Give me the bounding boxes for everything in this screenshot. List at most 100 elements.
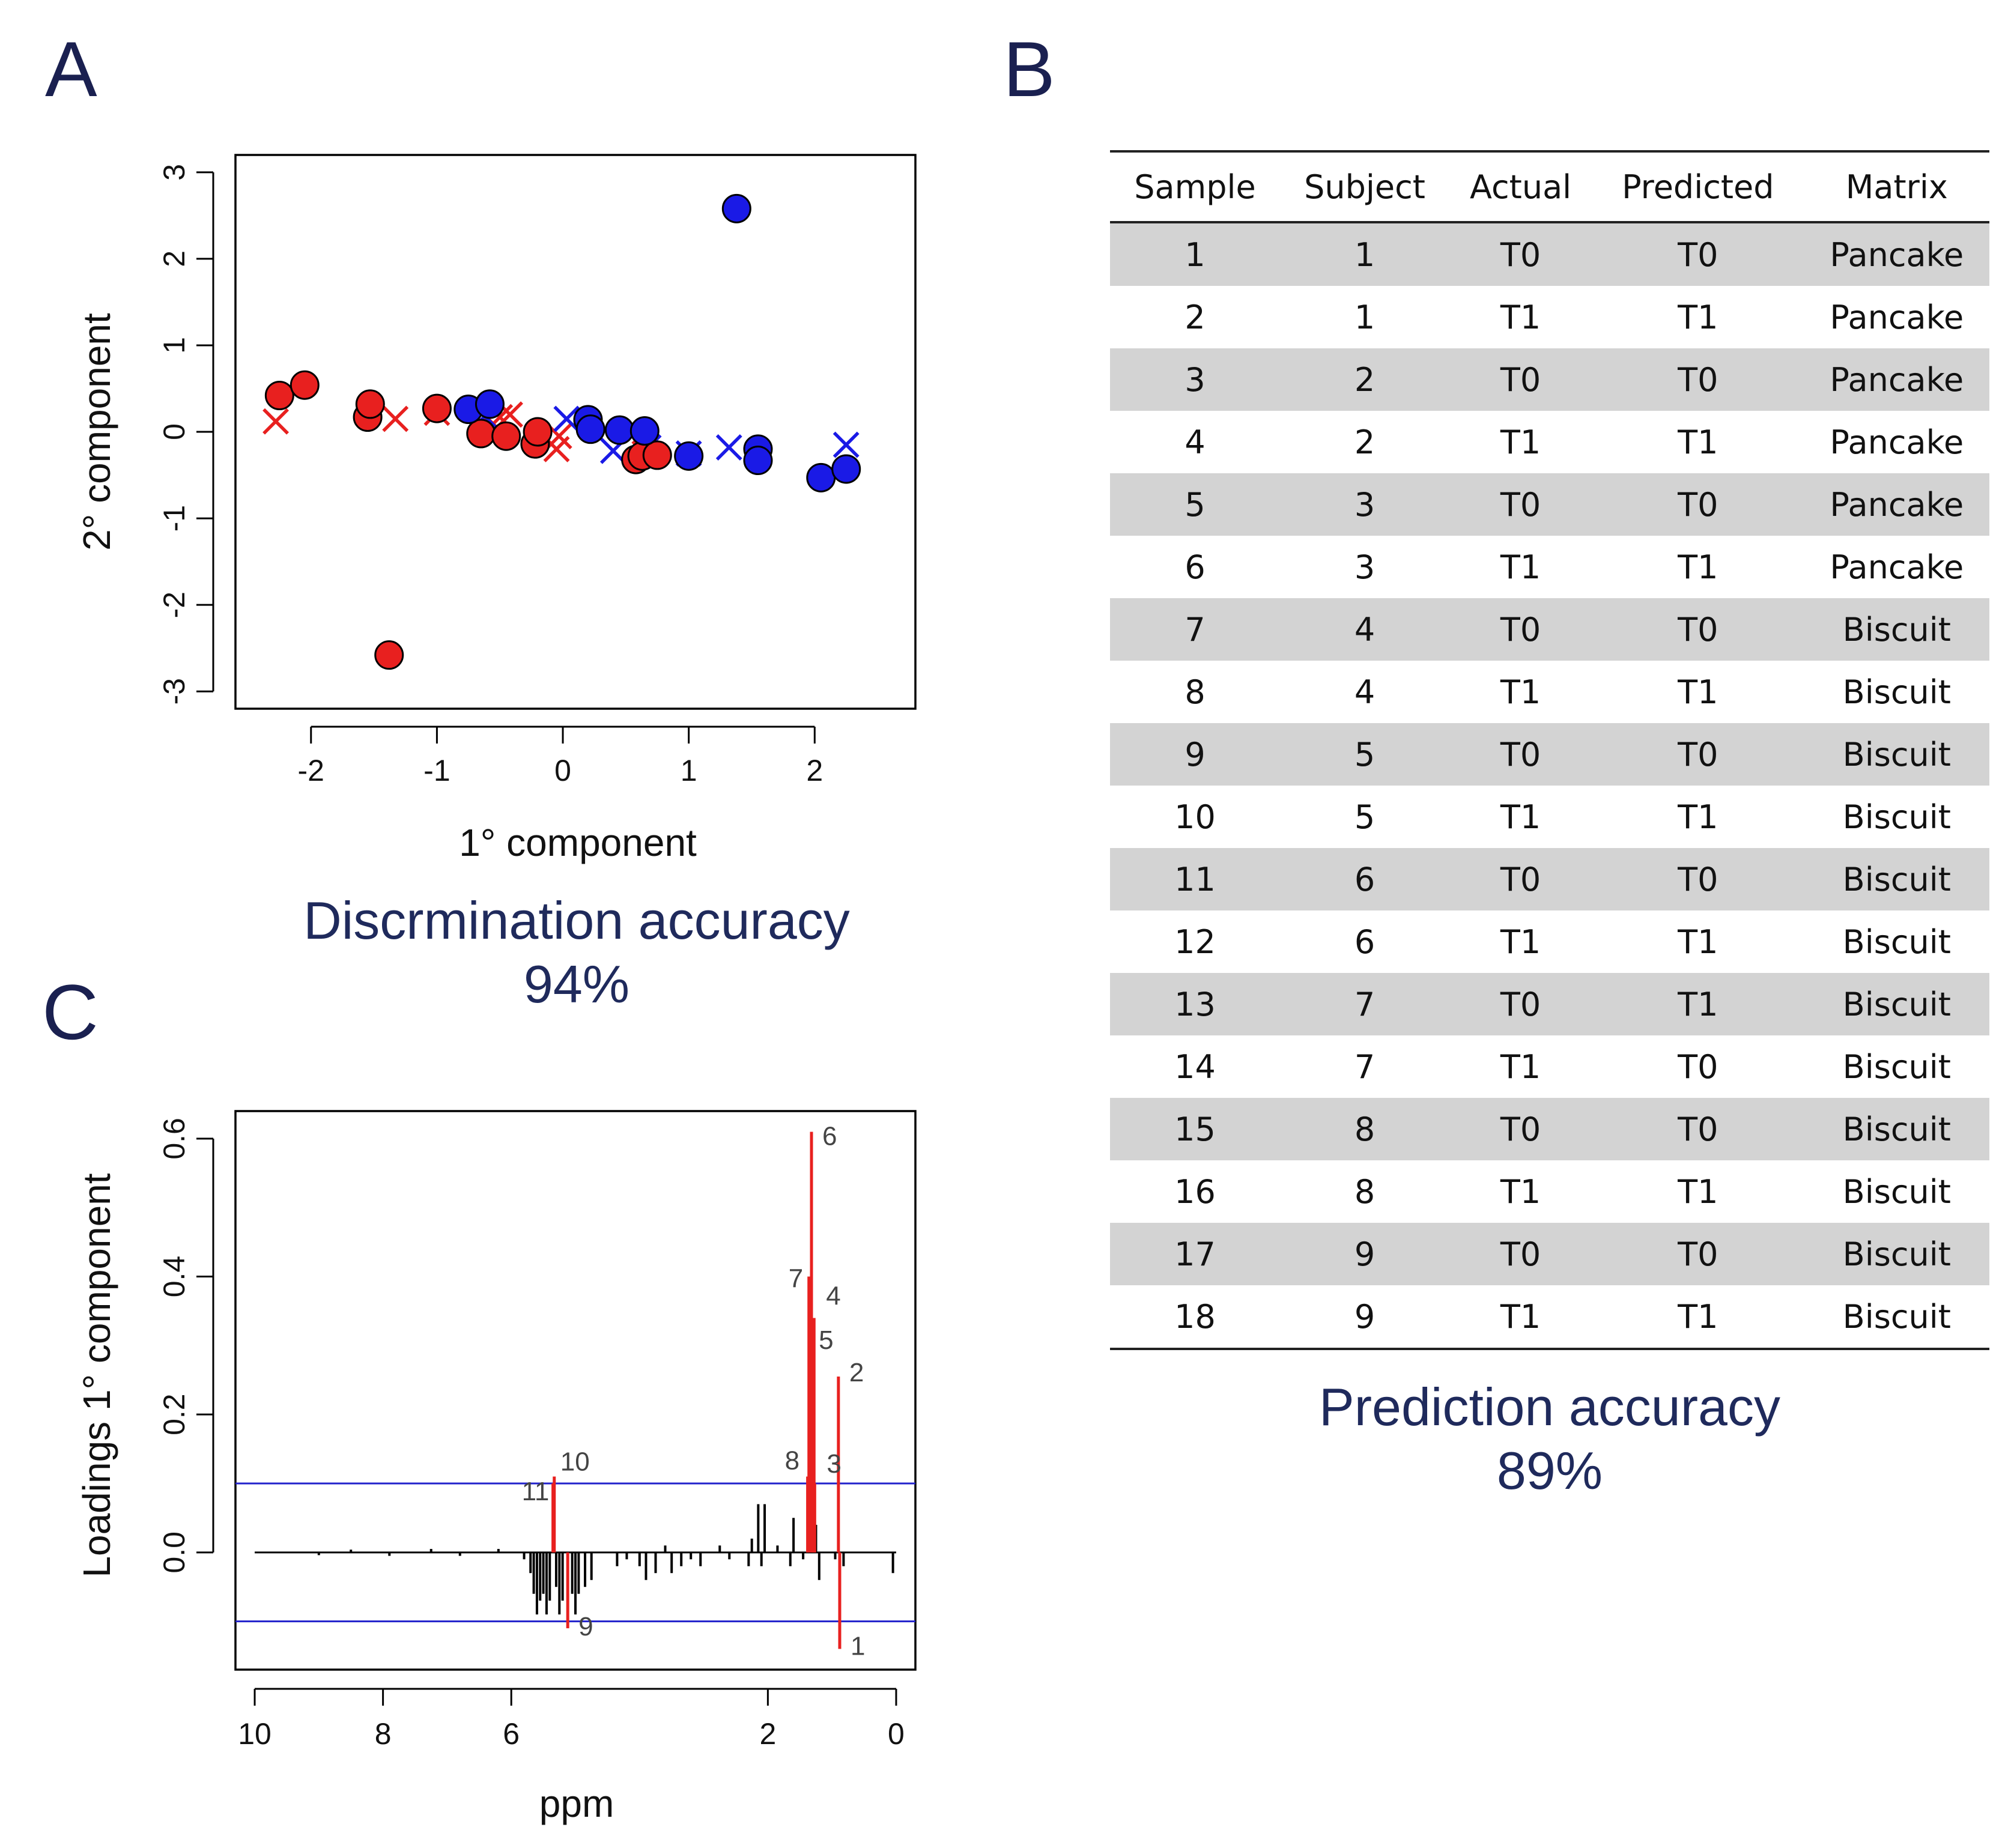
header-matrix: Matrix: [1804, 150, 1989, 223]
peak-label: 4: [826, 1281, 840, 1310]
table-cell-predicted: T1: [1678, 548, 1718, 586]
y-tick-label-a: 3: [157, 164, 191, 181]
table-cell-sample: 5: [1110, 473, 1280, 536]
scatter-circle-point: [523, 417, 553, 447]
table-cell-subject: 6: [1279, 848, 1450, 910]
table-cell-matrix: Biscuit: [1804, 1098, 1989, 1160]
x-tick-label-c: 0: [888, 1717, 905, 1751]
table-cell-sample: 18: [1110, 1285, 1280, 1350]
scatter-cross-point: [382, 405, 409, 432]
table-cell-matrix: Biscuit: [1804, 848, 1989, 910]
table-cell-actual: T0: [1449, 973, 1592, 1035]
table-header-row: Sample Subject Actual Predicted Matrix: [1110, 150, 1989, 223]
table-cell-actual: T1: [1500, 548, 1541, 586]
prediction-caption-value: 89%: [1496, 1440, 1603, 1500]
panel-letter-a: A: [45, 25, 97, 113]
table-cell-matrix: Biscuit: [1842, 922, 1951, 961]
table-row: 5 3 T0 T0 Pancake: [1110, 473, 1989, 536]
table-cell-actual: T1: [1500, 922, 1541, 961]
y-tick-label-a: -2: [157, 592, 191, 618]
scatter-circle-point: [642, 440, 672, 470]
table-row: 13 7 T0 T1 Biscuit: [1110, 973, 1989, 1035]
peak-label: 5: [819, 1325, 833, 1355]
table-cell-actual: T0: [1449, 598, 1592, 661]
scatter-circle-point: [604, 415, 634, 445]
table-cell-matrix: Biscuit: [1804, 723, 1989, 786]
table-row: 3 2 T0 T0 Pancake: [1110, 348, 1989, 411]
table-cell-predicted: T1: [1678, 798, 1718, 836]
table-cell-actual: T1: [1500, 1172, 1541, 1211]
table-cell-sample: 13: [1110, 973, 1280, 1035]
header-predicted: Predicted: [1592, 150, 1804, 223]
y-tick-label-c: 0.4: [157, 1256, 191, 1298]
table-row: 16 8 T1 T1 Biscuit: [1110, 1160, 1989, 1223]
table-row: 1 1 T0 T0 Pancake: [1110, 222, 1989, 286]
scatter-circle-point: [575, 414, 605, 444]
y-tick-label-c: 0.2: [157, 1393, 191, 1435]
table-cell-subject: 4: [1279, 598, 1450, 661]
table-row: 18 9 T1 T1 Biscuit: [1110, 1285, 1989, 1350]
cross-stroke: [545, 423, 572, 450]
table-cell-sample: 8: [1184, 673, 1206, 711]
table-cell-predicted: T0: [1592, 848, 1804, 910]
table-cell-sample: 1: [1110, 222, 1280, 286]
table-cell-actual: T1: [1500, 673, 1541, 711]
scatter-circle-point: [475, 389, 505, 419]
discrimination-caption-title: Discrmination accuracy: [303, 891, 850, 950]
x-tick-label-c: 6: [503, 1717, 520, 1751]
scatter-circle-point: [674, 441, 704, 471]
table-cell-predicted: T1: [1678, 922, 1718, 961]
table-row: 12 6 T1 T1 Biscuit: [1110, 910, 1989, 973]
scatter-circle-point: [290, 370, 320, 400]
table-cell-sample: 2: [1184, 298, 1206, 336]
scatter-cross-point: [833, 431, 860, 458]
y-tick-label-a: -1: [157, 505, 191, 532]
table-cell-matrix: Pancake: [1830, 298, 1964, 336]
table-cell-actual: T1: [1500, 1047, 1541, 1086]
peak-label: 10: [560, 1447, 590, 1477]
table-cell-subject: 4: [1354, 673, 1376, 711]
table-cell-matrix: Pancake: [1830, 548, 1964, 586]
peak-label: 8: [785, 1446, 799, 1476]
table-cell-actual: T0: [1449, 723, 1592, 786]
table-cell-actual: T0: [1449, 1098, 1592, 1160]
table-cell-sample: 9: [1110, 723, 1280, 786]
x-tick-label-a: 0: [554, 754, 571, 787]
cross-stroke: [262, 408, 290, 435]
table-cell-predicted: T1: [1678, 673, 1718, 711]
table-cell-predicted: T0: [1592, 723, 1804, 786]
table-cell-predicted: T1: [1678, 298, 1718, 336]
table-cell-subject: 1: [1279, 222, 1450, 286]
scatter-cross-point: [262, 408, 290, 435]
panel-letter-b: B: [1003, 25, 1055, 113]
table-cell-matrix: Pancake: [1804, 222, 1989, 286]
table-row: 15 8 T0 T0 Biscuit: [1110, 1098, 1989, 1160]
cross-stroke: [553, 405, 580, 432]
peak-label: 1: [851, 1632, 865, 1661]
table-cell-sample: 12: [1174, 922, 1216, 961]
table-cell-matrix: Biscuit: [1842, 798, 1951, 836]
table-cell-subject: 2: [1279, 348, 1450, 411]
table-cell-actual: T0: [1449, 473, 1592, 536]
table-cell-subject: 9: [1279, 1223, 1450, 1285]
y-tick-label-a: 1: [157, 337, 191, 354]
scatter-circle-point: [264, 380, 294, 410]
plot-frame-c: [234, 1110, 917, 1671]
y-axis-label-c: Loadings 1° component: [75, 1173, 118, 1577]
table-cell-predicted: T0: [1592, 1223, 1804, 1285]
header-subject: Subject: [1279, 150, 1450, 223]
table-row: 8 4 T1 T1 Biscuit: [1110, 661, 1989, 723]
peak-label: 9: [578, 1612, 593, 1641]
peak-label: 3: [827, 1449, 841, 1479]
table-cell-predicted: T1: [1678, 1172, 1718, 1211]
table-cell-predicted: T0: [1678, 1047, 1718, 1086]
scatter-circle-point: [466, 419, 496, 449]
table-cell-subject: 7: [1279, 973, 1450, 1035]
table-cell-sample: 15: [1110, 1098, 1280, 1160]
table-cell-predicted: T0: [1592, 598, 1804, 661]
table-cell-sample: 10: [1174, 798, 1216, 836]
table-cell-subject: 5: [1354, 798, 1376, 836]
table-cell-predicted: T1: [1678, 423, 1718, 461]
table-row: 4 2 T1 T1 Pancake: [1110, 411, 1989, 473]
y-tick-label-a: -3: [157, 678, 191, 704]
